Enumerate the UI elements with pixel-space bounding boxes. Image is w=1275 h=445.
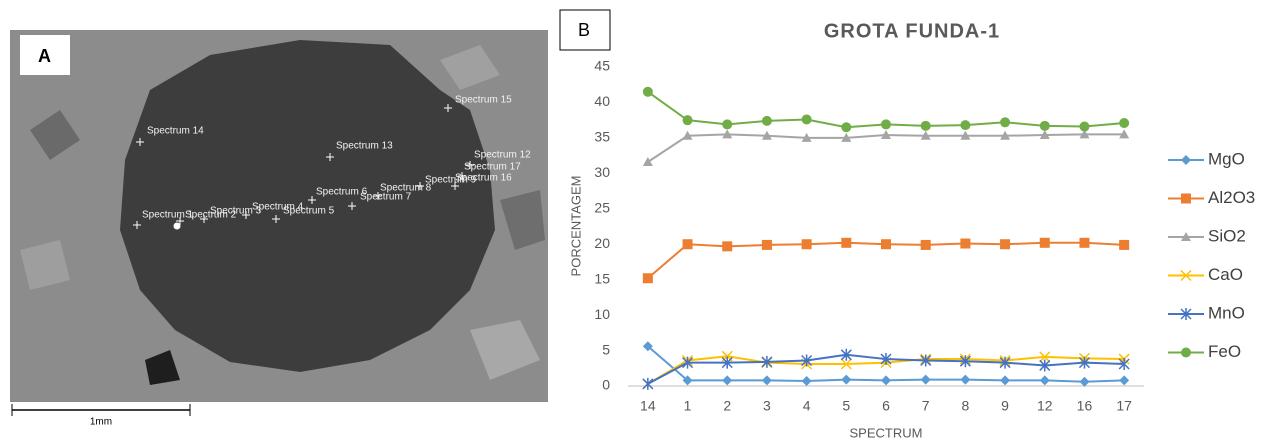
y-axis-title: PORCENTAGEM <box>568 176 583 277</box>
x-tick-label: 4 <box>803 398 811 414</box>
series <box>643 87 1129 132</box>
chart: GROTA FUNDA-1PORCENTAGEMSPECTRUM05101520… <box>568 20 1255 440</box>
marker <box>1079 122 1089 132</box>
y-tick-label: 15 <box>594 270 610 286</box>
marker <box>1181 348 1191 358</box>
series <box>643 238 1129 283</box>
marker <box>762 375 772 385</box>
x-tick-label: 17 <box>1116 398 1132 414</box>
y-tick-label: 45 <box>594 58 610 74</box>
marker <box>921 375 931 385</box>
x-tick-label: 8 <box>961 398 969 414</box>
marker <box>960 120 970 130</box>
marker <box>1181 155 1191 165</box>
marker <box>1119 240 1129 250</box>
marker <box>960 239 970 249</box>
legend-label: SiO2 <box>1208 226 1246 245</box>
series <box>643 129 1129 166</box>
micrograph: A 1mm Spectrum 15 Spectrum 14 Spectrum 13 S… <box>10 30 548 428</box>
y-tick-label: 20 <box>594 235 610 251</box>
y-tick-label: 5 <box>602 341 610 357</box>
legend-label: CaO <box>1208 265 1243 284</box>
marker <box>722 375 732 385</box>
legend-label: Al2O3 <box>1208 188 1255 207</box>
marker <box>921 240 931 250</box>
marker <box>1079 238 1089 248</box>
marker <box>1040 238 1050 248</box>
marker <box>802 376 812 386</box>
marker <box>841 238 851 248</box>
marker <box>1119 118 1129 128</box>
marker <box>1119 375 1129 385</box>
marker <box>881 375 891 385</box>
spectrum-label: Spectrum 14 <box>147 126 204 137</box>
marker <box>881 239 891 249</box>
marker <box>722 119 732 129</box>
marker <box>1000 375 1010 385</box>
panel-label: A <box>38 46 51 66</box>
marker <box>722 241 732 251</box>
marker <box>683 115 693 125</box>
x-tick-label: 5 <box>842 398 850 414</box>
spectrum-label: Spectrum 15 <box>455 95 512 106</box>
x-tick-label: 9 <box>1001 398 1009 414</box>
panel-label: B <box>578 20 590 40</box>
y-tick-label: 10 <box>594 306 610 322</box>
marker <box>1181 194 1191 204</box>
marker <box>762 116 772 126</box>
x-tick-label: 2 <box>723 398 731 414</box>
spectrum-label: Spectrum 12 <box>474 150 531 161</box>
marker <box>643 157 653 166</box>
x-tick-label: 6 <box>882 398 890 414</box>
scale-bar-label: 1mm <box>90 417 112 428</box>
x-tick-label: 3 <box>763 398 771 414</box>
chart-title: GROTA FUNDA-1 <box>824 20 1000 42</box>
marker <box>921 121 931 131</box>
x-tick-label: 1 <box>684 398 692 414</box>
x-tick-label: 16 <box>1077 398 1093 414</box>
marker <box>1000 117 1010 127</box>
marker <box>802 239 812 249</box>
y-tick-label: 30 <box>594 164 610 180</box>
figure: A 1mm Spectrum 15Spectrum 14Spectrum 13S… <box>0 0 1275 445</box>
marker <box>960 375 970 385</box>
marker <box>1000 239 1010 249</box>
y-tick-label: 35 <box>594 129 610 145</box>
marker <box>1079 377 1089 387</box>
marker <box>881 119 891 129</box>
spectrum-dot <box>174 223 181 230</box>
legend-label: FeO <box>1208 342 1241 361</box>
spectrum-label: Spectrum 7 <box>360 192 412 203</box>
legend-label: MgO <box>1208 149 1245 168</box>
y-tick-label: 0 <box>602 377 610 393</box>
marker <box>1040 121 1050 131</box>
marker <box>643 273 653 283</box>
marker <box>643 87 653 97</box>
spectrum-label: Spectrum 17 <box>464 162 521 173</box>
marker <box>841 375 851 385</box>
spectrum-label: Spectrum 9 <box>425 175 477 186</box>
spectrum-label: Spectrum 13 <box>336 141 393 152</box>
marker <box>802 114 812 124</box>
x-tick-label: 14 <box>640 398 656 414</box>
spectrum-label: Spectrum 1 <box>142 210 194 221</box>
y-tick-label: 25 <box>594 199 610 215</box>
x-tick-label: 12 <box>1037 398 1053 414</box>
marker <box>841 122 851 132</box>
marker <box>1040 375 1050 385</box>
x-tick-label: 7 <box>922 398 930 414</box>
marker <box>683 239 693 249</box>
x-axis-title: SPECTRUM <box>850 425 923 440</box>
marker <box>643 378 653 390</box>
y-tick-label: 40 <box>594 93 610 109</box>
marker <box>762 240 772 250</box>
legend-label: MnO <box>1208 303 1245 322</box>
